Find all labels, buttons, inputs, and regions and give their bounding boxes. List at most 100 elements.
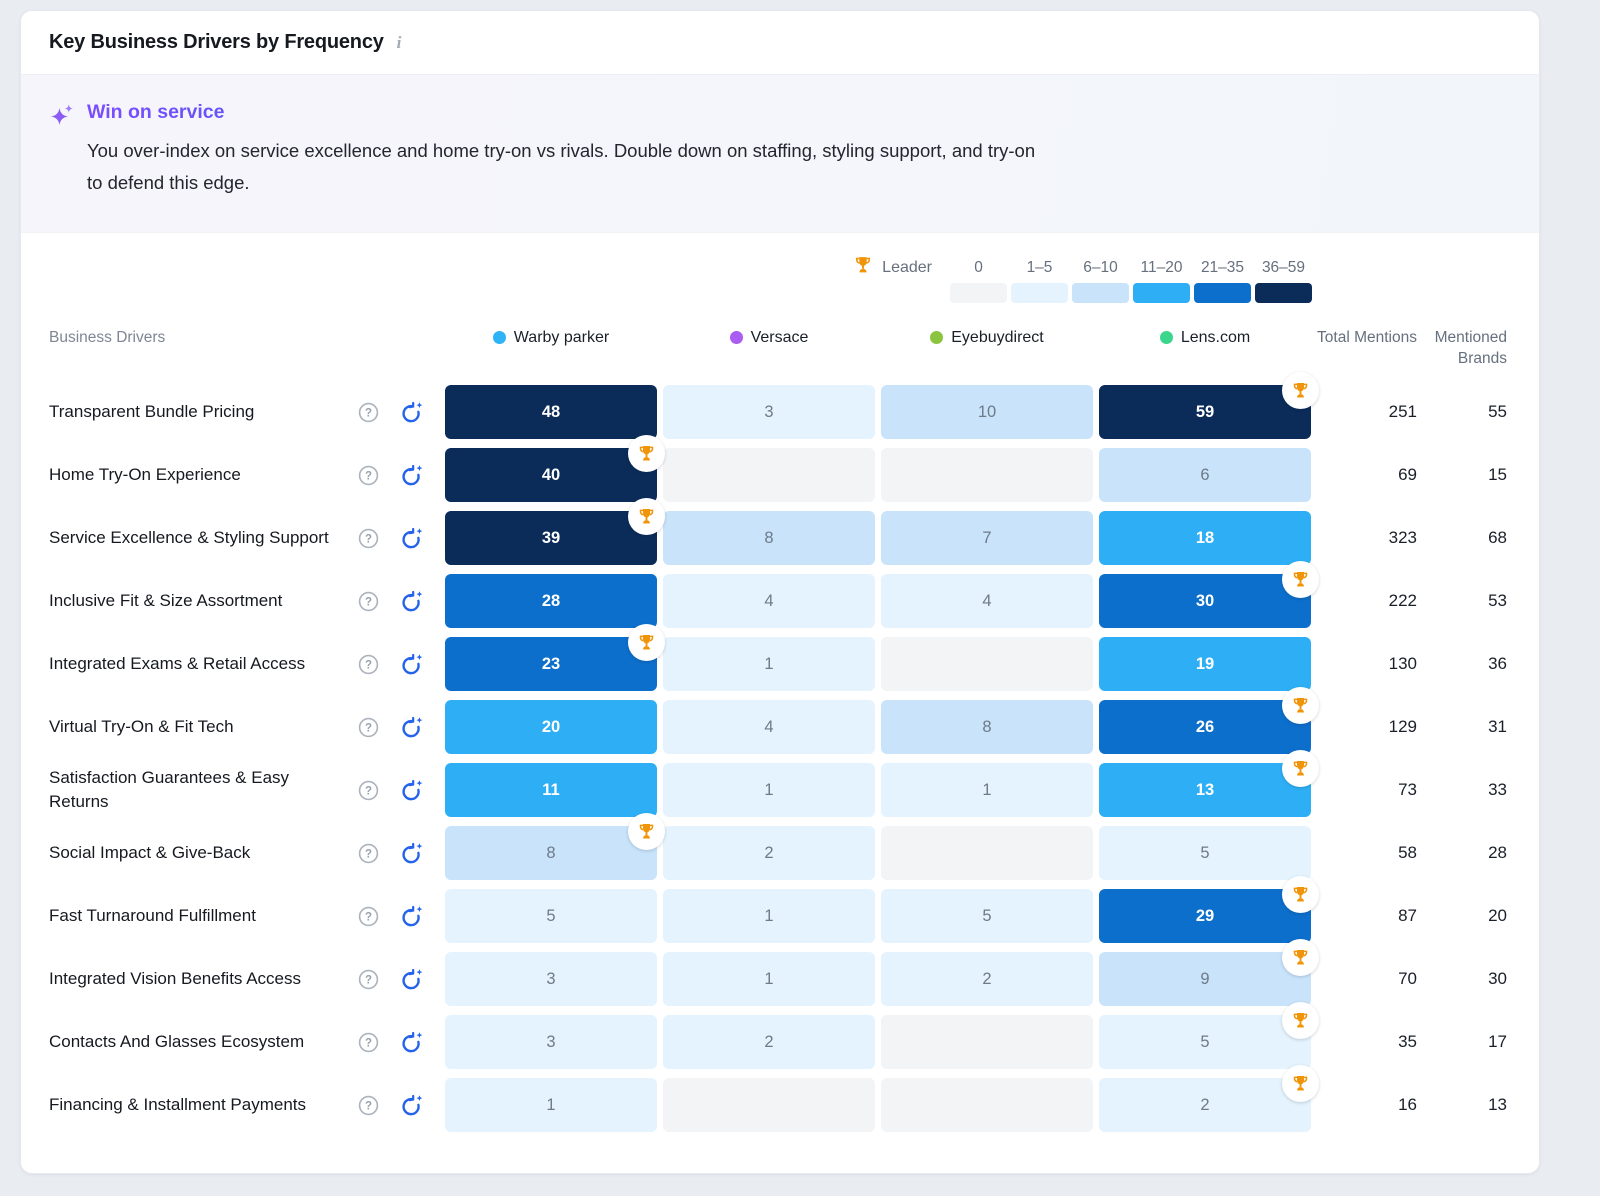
heatmap-cell[interactable]: 4 — [663, 700, 875, 755]
regenerate-icon[interactable] — [399, 526, 424, 551]
help-icon[interactable]: ? — [357, 464, 380, 487]
heatmap-cell[interactable] — [881, 637, 1093, 692]
help-icon[interactable]: ? — [357, 716, 380, 739]
help-icon[interactable]: ? — [357, 1031, 380, 1054]
regenerate-icon[interactable] — [399, 463, 424, 488]
row-actions: ? — [351, 1093, 439, 1118]
cell-value: 5 — [1200, 1032, 1210, 1051]
heatmap-cell[interactable]: 8 — [881, 700, 1093, 755]
heatmap-cell[interactable]: 3 — [445, 952, 657, 1007]
heatmap-cell[interactable] — [663, 448, 875, 503]
legend-bucket-label: 1–5 — [1026, 258, 1053, 276]
help-icon[interactable]: ? — [357, 1094, 380, 1117]
heatmap-cell[interactable] — [881, 826, 1093, 881]
table-row: Contacts And Glasses Ecosystem? 3 2 5 35 17 — [49, 1002, 1511, 1074]
regenerate-icon[interactable] — [399, 652, 424, 677]
heatmap-cell[interactable]: 29 — [1099, 876, 1319, 944]
svg-text:?: ? — [365, 848, 372, 860]
heatmap-cell[interactable]: 59 — [1099, 372, 1319, 440]
heatmap-cell[interactable]: 5 — [881, 889, 1093, 944]
heatmap-cell[interactable]: 3 — [663, 385, 875, 440]
heatmap-cell[interactable]: 1 — [663, 952, 875, 1007]
heatmap-cell[interactable] — [881, 1078, 1093, 1133]
help-icon[interactable]: ? — [357, 842, 380, 865]
info-icon[interactable]: i — [396, 32, 402, 52]
help-icon[interactable]: ? — [357, 905, 380, 928]
help-icon[interactable]: ? — [357, 968, 380, 991]
row-actions: ? — [351, 589, 439, 614]
business-driver-label: Integrated Exams & Retail Access — [49, 654, 306, 674]
regenerate-icon[interactable] — [399, 1030, 424, 1055]
legend-bucket: 36–59 — [1255, 257, 1312, 303]
heatmap-cell[interactable]: 2 — [881, 952, 1093, 1007]
sparkles-icon — [49, 102, 76, 199]
cell-value: 7 — [982, 528, 992, 547]
heatmap-cell[interactable]: 39 — [445, 498, 665, 566]
heatmap-cell[interactable]: 28 — [445, 574, 657, 629]
heatmap-cell[interactable]: 18 — [1099, 511, 1311, 566]
cell-value: 30 — [1195, 591, 1215, 610]
heatmap-cell[interactable]: 2 — [663, 826, 875, 881]
mentioned-brands-value: 13 — [1488, 1095, 1507, 1115]
brand-dot-icon — [729, 330, 743, 344]
row-actions: ? — [351, 904, 439, 929]
mentioned-brands-value: 20 — [1488, 906, 1507, 926]
heatmap-cell[interactable]: 5 — [445, 889, 657, 944]
leader-trophy-badge — [1282, 750, 1319, 788]
regenerate-icon[interactable] — [399, 715, 424, 740]
heatmap-cell[interactable]: 23 — [445, 624, 665, 692]
help-icon[interactable]: ? — [357, 590, 380, 613]
regenerate-icon[interactable] — [399, 967, 424, 992]
help-icon[interactable]: ? — [357, 653, 380, 676]
heatmap-cell[interactable]: 30 — [1099, 561, 1319, 629]
heatmap-cell[interactable]: 6 — [1099, 448, 1311, 503]
heatmap-cell[interactable]: 13 — [1099, 750, 1319, 818]
row-actions: ? — [351, 778, 439, 803]
heatmap-cell[interactable]: 11 — [445, 763, 657, 818]
heatmap-cell[interactable]: 5 — [1099, 826, 1311, 881]
heatmap-cell[interactable]: 2 — [663, 1015, 875, 1070]
leader-trophy-badge — [1282, 876, 1319, 914]
heatmap-cell[interactable]: 3 — [445, 1015, 657, 1070]
heatmap-cell[interactable]: 1 — [445, 1078, 657, 1133]
regenerate-icon[interactable] — [399, 904, 424, 929]
heatmap-cell[interactable]: 8 — [445, 813, 665, 881]
help-icon[interactable]: ? — [357, 527, 380, 550]
regenerate-icon[interactable] — [399, 778, 424, 803]
heatmap-cell[interactable]: 1 — [663, 889, 875, 944]
heatmap-cell[interactable]: 7 — [881, 511, 1093, 566]
heatmap-cell[interactable]: 19 — [1099, 637, 1311, 692]
business-driver-label: Financing & Installment Payments — [49, 1095, 307, 1115]
heatmap-cell[interactable]: 5 — [1099, 1002, 1319, 1070]
help-icon[interactable]: ? — [357, 401, 380, 424]
total-mentions-value: 130 — [1388, 654, 1417, 674]
heatmap-cell[interactable]: 1 — [881, 763, 1093, 818]
help-icon[interactable]: ? — [357, 779, 380, 802]
heatmap-cell[interactable]: 4 — [881, 574, 1093, 629]
heatmap-cell[interactable]: 1 — [663, 763, 875, 818]
total-mentions-value: 69 — [1398, 465, 1417, 485]
total-mentions-value: 70 — [1398, 969, 1417, 989]
heatmap-cell[interactable]: 48 — [445, 385, 657, 440]
regenerate-icon[interactable] — [399, 400, 424, 425]
heatmap-cell[interactable]: 26 — [1099, 687, 1319, 755]
heatmap-cell[interactable]: 10 — [881, 385, 1093, 440]
heatmap-cell[interactable]: 1 — [663, 637, 875, 692]
key-business-drivers-card: Key Business Drivers by Frequency i Win … — [20, 10, 1540, 1174]
regenerate-icon[interactable] — [399, 1093, 424, 1118]
regenerate-icon[interactable] — [399, 589, 424, 614]
heatmap-cell[interactable]: 2 — [1099, 1065, 1319, 1133]
heatmap-cell[interactable]: 4 — [663, 574, 875, 629]
heatmap-cell[interactable] — [881, 448, 1093, 503]
heatmap-cell[interactable]: 40 — [445, 435, 665, 503]
heatmap-cell[interactable]: 20 — [445, 700, 657, 755]
table-body: Transparent Bundle Pricing? 48 3 10 59 251 55 H… — [49, 372, 1511, 1137]
heatmap-cell[interactable]: 8 — [663, 511, 875, 566]
brand-dot-icon — [1159, 330, 1173, 344]
heatmap-cell[interactable]: 9 — [1099, 939, 1319, 1007]
regenerate-icon[interactable] — [399, 841, 424, 866]
heatmap-cell[interactable] — [663, 1078, 875, 1133]
heatmap-cell[interactable] — [881, 1015, 1093, 1070]
legend-bucket-swatch — [1194, 282, 1251, 303]
cell-value: 2 — [764, 1032, 774, 1051]
